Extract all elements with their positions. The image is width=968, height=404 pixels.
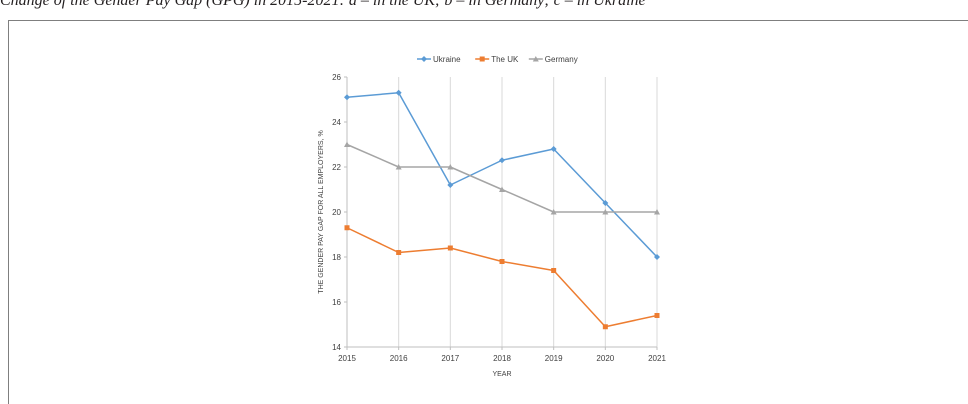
x-tick-label-2017: 2017 [441, 354, 459, 363]
point-the-uk-2018 [500, 259, 505, 264]
y-tick-label-24: 24 [332, 118, 341, 127]
legend-marker-ukraine [421, 56, 427, 62]
axes [344, 77, 657, 350]
legend: Ukraine The UK Germany [417, 55, 578, 64]
x-tick-label-2020: 2020 [596, 354, 614, 363]
point-the-uk-2019 [551, 268, 556, 273]
legend-label-germany: Germany [545, 55, 578, 64]
point-ukraine-2016 [396, 90, 402, 96]
x-tick-label-2021: 2021 [648, 354, 666, 363]
point-germany-2015 [344, 142, 350, 148]
y-tick-label-20: 20 [332, 208, 341, 217]
x-tick-label-2018: 2018 [493, 354, 511, 363]
y-tick-label-16: 16 [332, 298, 341, 307]
point-ukraine-2017 [447, 182, 453, 188]
point-ukraine-2018 [499, 157, 505, 163]
point-the-uk-2015 [345, 225, 350, 230]
x-tick-label-2019: 2019 [545, 354, 563, 363]
y-tick-label-14: 14 [332, 343, 341, 352]
y-tick-label-18: 18 [332, 253, 341, 262]
legend-label-the-uk: The UK [491, 55, 519, 64]
x-tick-label-2016: 2016 [390, 354, 408, 363]
legend-item-the-uk: The UK [475, 55, 519, 64]
point-the-uk-2016 [396, 250, 401, 255]
point-the-uk-2017 [448, 246, 453, 251]
legend-item-germany: Germany [529, 55, 578, 64]
legend-item-ukraine: Ukraine [417, 55, 461, 64]
tick-labels: 14 16 18 20 22 24 26 2015 2016 2017 2018 2019 2020 20… [332, 73, 666, 363]
point-the-uk-2020 [603, 324, 608, 329]
legend-label-ukraine: Ukraine [433, 55, 461, 64]
legend-marker-the-uk [480, 57, 485, 62]
y-tick-label-26: 26 [332, 73, 341, 82]
x-tick-label-2015: 2015 [338, 354, 356, 363]
point-ukraine-2015 [344, 94, 350, 100]
x-axis-title: YEAR [492, 371, 511, 378]
point-the-uk-2021 [655, 313, 660, 318]
y-axis-title: THE GENDER PAY GAP FOR ALL EMPLOYERS, % [318, 130, 325, 293]
y-tick-label-22: 22 [332, 163, 341, 172]
